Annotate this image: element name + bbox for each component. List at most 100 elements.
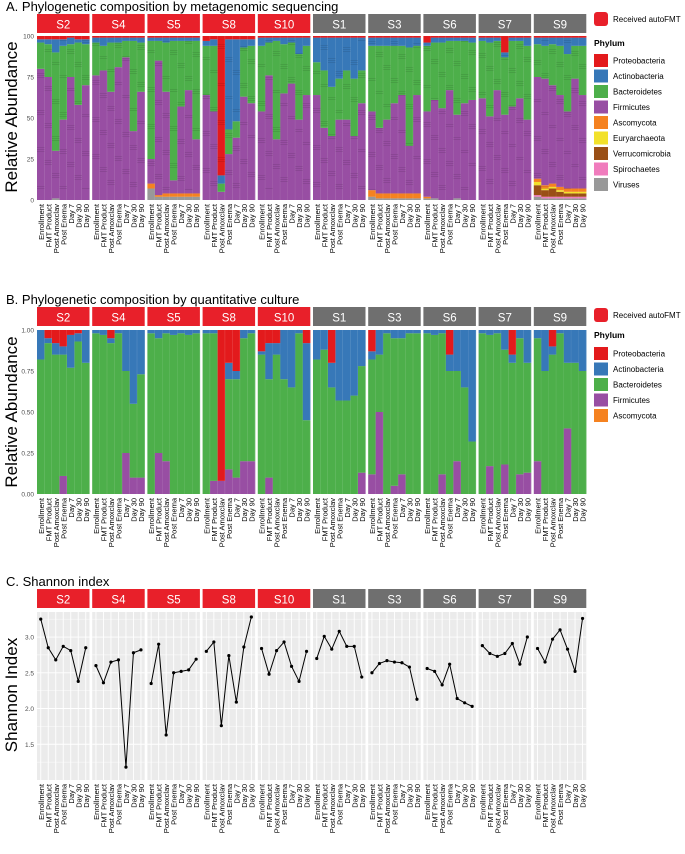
taxon-boundary	[556, 179, 564, 180]
bar-segment-actinobacteria	[423, 42, 432, 46]
bar-segment-firmicutes	[154, 453, 163, 494]
x-tick-label: Day 30	[295, 498, 304, 522]
bar-segment-actinobacteria	[548, 37, 557, 45]
taxon-boundary	[37, 77, 45, 78]
facet-label-s2: S2	[56, 20, 70, 32]
bar-segment-firmicutes	[438, 108, 447, 200]
taxon-boundary	[390, 156, 399, 157]
x-tick-label: Enrollment	[37, 203, 46, 240]
bar-segment-proteobacteria	[571, 36, 579, 38]
bar-segment-actinobacteria	[445, 354, 454, 371]
taxon-boundary	[37, 147, 45, 148]
bar-segment-actinobacteria	[556, 330, 564, 334]
bar-segment-proteobacteria	[541, 36, 549, 38]
bar-segment-proteobacteria	[280, 36, 288, 38]
x-tick-label: Post Amoxclav	[438, 784, 447, 833]
bar-segment-actinobacteria	[563, 37, 572, 55]
bar-segment-ascomycota	[578, 188, 587, 192]
taxon-boundary	[59, 114, 67, 115]
x-tick-label: Post Enema	[114, 497, 123, 539]
facet-label-s1: S1	[332, 20, 346, 32]
taxon-boundary	[272, 127, 281, 128]
bar-segment-bacteroidetes	[523, 362, 532, 473]
taxon-boundary	[147, 165, 155, 166]
taxon-boundary	[67, 129, 75, 130]
x-tick-label: Post Amoxclav	[328, 204, 337, 253]
taxon-boundary	[37, 186, 45, 187]
bar-segment-actinobacteria	[453, 37, 462, 41]
shannon-point	[116, 658, 121, 662]
taxon-boundary	[328, 58, 336, 59]
x-tick-label: Day 90	[137, 498, 146, 522]
panel-b-legend: Received autoFMT Phylum ProteobacteriaAc…	[594, 308, 681, 422]
taxon-boundary	[350, 62, 358, 63]
bar-segment-firmicutes	[52, 150, 60, 199]
x-tick-label: Day 30	[516, 784, 525, 808]
taxon-boundary	[67, 88, 75, 89]
bar-segment-proteobacteria	[74, 330, 83, 334]
x-tick-label: Day 7	[177, 204, 186, 224]
x-tick-label: Day 30	[461, 784, 470, 808]
bar-segment-actinobacteria	[478, 37, 487, 41]
taxon-boundary	[405, 69, 414, 70]
x-tick-label: Post Amoxclav	[52, 498, 61, 547]
bar-segment-bacteroidetes	[328, 387, 336, 494]
bar-segment-bacteroidetes	[225, 129, 233, 155]
taxon-boundary	[129, 71, 138, 72]
taxon-boundary	[383, 141, 391, 142]
x-tick-label: Day 90	[137, 784, 146, 808]
taxon-boundary	[210, 72, 218, 73]
bar-segment-actinobacteria	[578, 37, 587, 46]
y-tick-label: 2.5	[25, 670, 34, 677]
x-tick-label: Post Enema	[335, 497, 344, 539]
taxon-boundary	[192, 89, 200, 90]
taxon-boundary	[438, 185, 446, 186]
taxon-boundary	[202, 135, 211, 136]
bar-segment-verrucomicrobia	[563, 193, 572, 197]
taxon-boundary	[129, 147, 138, 148]
taxon-boundary	[162, 150, 170, 151]
taxon-boundary	[52, 140, 60, 141]
shannon-point	[101, 681, 106, 685]
taxon-boundary	[184, 156, 193, 157]
x-tick-label: Post Amoxclav	[217, 784, 226, 833]
taxon-boundary	[240, 122, 248, 123]
bar-segment-bacteroidetes	[541, 371, 549, 494]
taxon-boundary	[390, 117, 399, 118]
bar-segment-bacteroidetes	[114, 42, 123, 68]
taxon-boundary	[74, 140, 82, 141]
taxon-boundary	[563, 151, 572, 152]
x-tick-label: FMT Product	[375, 203, 384, 247]
autofmt-legend-swatch-b	[594, 308, 608, 322]
taxon-boundary	[210, 70, 218, 71]
taxon-boundary	[320, 45, 328, 46]
taxon-boundary	[405, 180, 414, 181]
x-tick-label: Day 30	[240, 204, 249, 228]
bar-segment-actinobacteria	[548, 346, 557, 355]
bar-segment-actinobacteria	[154, 37, 163, 41]
taxon-boundary	[430, 63, 439, 64]
taxon-boundary	[523, 59, 532, 60]
taxon-boundary	[423, 85, 431, 86]
x-tick-label: FMT Product	[486, 497, 495, 541]
x-tick-label: Post Enema	[446, 783, 455, 825]
taxon-boundary	[107, 184, 115, 185]
taxon-boundary	[44, 86, 52, 87]
bar-segment-actinobacteria	[147, 330, 156, 334]
bar-segment-bacteroidetes	[184, 334, 193, 494]
taxon-boundary	[107, 180, 115, 181]
taxon-boundary	[563, 188, 572, 189]
taxon-boundary	[202, 131, 211, 132]
taxon-boundary	[280, 68, 288, 69]
taxon-boundary	[313, 145, 321, 146]
taxon-boundary	[74, 177, 82, 178]
taxon-boundary	[453, 65, 461, 66]
taxon-boundary	[129, 108, 138, 109]
taxon-boundary	[453, 61, 461, 62]
taxon-boundary	[122, 173, 130, 174]
bar-segment-actinobacteria	[122, 37, 130, 41]
taxon-boundary	[313, 110, 321, 111]
bar-segment-proteobacteria	[59, 330, 68, 347]
taxon-boundary	[343, 86, 351, 87]
x-tick-label: FMT Product	[375, 783, 384, 827]
